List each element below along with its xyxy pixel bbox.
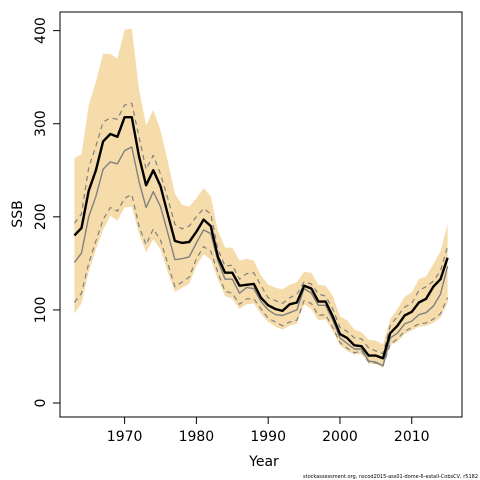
x-axis-title: Year bbox=[248, 454, 279, 470]
y-tick-label: 300 bbox=[33, 110, 49, 137]
source-footnote: stockassessment.org, nscod2015-ass01-dom… bbox=[303, 474, 478, 480]
confidence-band bbox=[74, 28, 448, 368]
x-tick-label: 1970 bbox=[107, 429, 143, 445]
y-axis-title: SSB bbox=[10, 200, 26, 227]
plot-area bbox=[73, 28, 449, 368]
series-line-previous bbox=[73, 146, 449, 367]
y-tick-label: 100 bbox=[33, 297, 49, 324]
series-line-upper-interval bbox=[73, 102, 449, 355]
series-line-lower-interval bbox=[73, 193, 449, 367]
x-tick-label: 2000 bbox=[322, 429, 358, 445]
x-tick-label: 1990 bbox=[250, 429, 286, 445]
series-line-estimate bbox=[73, 116, 449, 360]
x-axis: 1970 1980 1990 2000 2010 bbox=[107, 417, 430, 445]
y-tick-label: 400 bbox=[33, 17, 49, 44]
x-tick-label: 2010 bbox=[394, 429, 430, 445]
plot-frame bbox=[59, 11, 463, 418]
x-tick-label: 1980 bbox=[179, 429, 215, 445]
y-axis: 0 100 200 300 400 bbox=[33, 17, 60, 407]
y-tick-label: 200 bbox=[33, 203, 49, 230]
y-tick-label: 0 bbox=[33, 399, 49, 408]
